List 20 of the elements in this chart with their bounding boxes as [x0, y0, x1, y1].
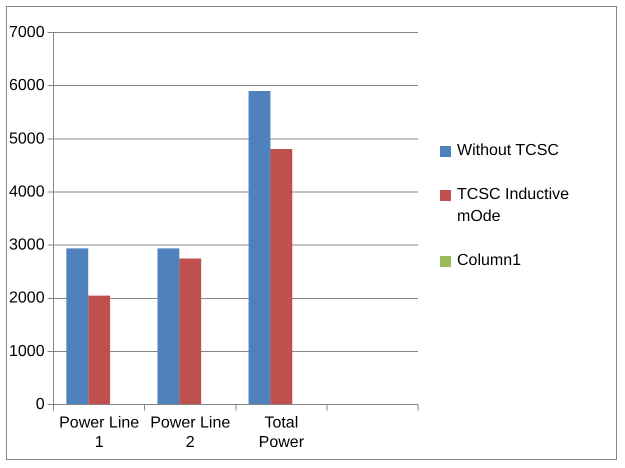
bar — [157, 248, 180, 404]
x-tick-label: Power Line 2 — [150, 414, 230, 451]
legend-label: TCSC Inductive mOde — [457, 185, 570, 227]
y-tick-label: 0 — [36, 396, 45, 414]
bar — [66, 248, 88, 404]
bar — [270, 148, 292, 404]
bar — [179, 258, 202, 404]
x-tick-label: Power Line 1 — [59, 414, 140, 451]
bar — [88, 296, 110, 404]
legend-label: Column1 — [457, 251, 522, 271]
x-tick-label: Total Power — [258, 414, 305, 451]
y-tick-label: 1000 — [9, 342, 45, 360]
legend-label: Without TCSC — [457, 141, 559, 161]
y-tick-label: 7000 — [9, 24, 45, 42]
y-tick-label: 2000 — [9, 290, 45, 307]
y-tick-label: 3000 — [9, 236, 45, 254]
bar — [248, 91, 270, 404]
y-tick-label: 6000 — [9, 77, 45, 94]
y-tick-label: 4000 — [9, 183, 45, 200]
y-tick-label: 5000 — [9, 130, 45, 148]
